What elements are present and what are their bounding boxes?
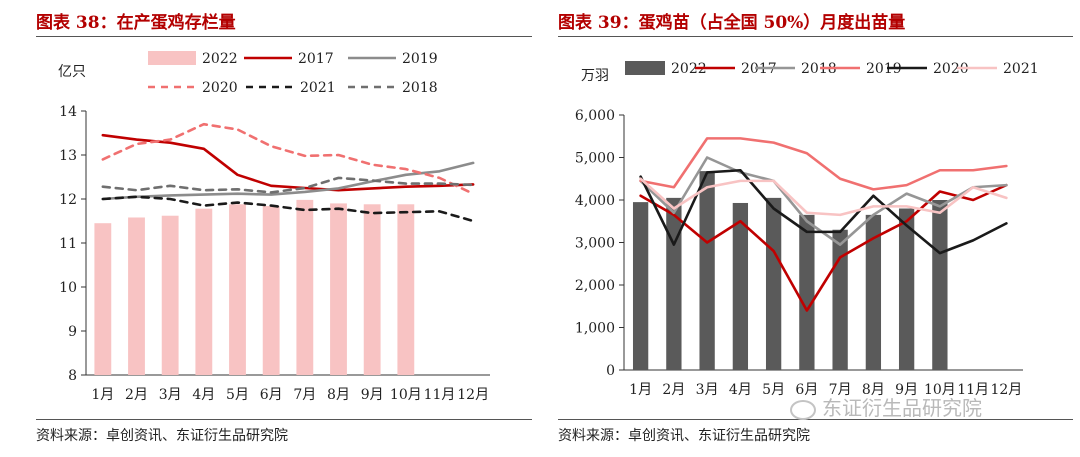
y-tick-label: 13 — [59, 148, 77, 164]
x-tick-label: 4月 — [192, 387, 215, 403]
x-tick-label: 12月 — [990, 382, 1022, 398]
y-tick-label: 0 — [606, 363, 615, 379]
series-line-2019 — [101, 161, 475, 201]
bar-2022 — [363, 204, 381, 375]
watermark: 东证衍生品研究院 — [790, 392, 982, 421]
series-line-2017 — [101, 133, 475, 192]
y-tick-label: 14 — [59, 104, 77, 120]
x-tick-label: 3月 — [159, 387, 182, 403]
series-line-2020 — [101, 122, 475, 196]
bar-2022 — [799, 214, 815, 370]
y-tick-label: 6,000 — [575, 108, 615, 124]
series-line-2021 — [101, 195, 475, 223]
y-tick-label: 9 — [68, 324, 77, 340]
legend-label-2020: 2020 — [202, 80, 238, 96]
x-tick-label: 3月 — [696, 382, 719, 398]
y-tick-label: 2,000 — [575, 278, 615, 294]
x-tick-label: 10月 — [390, 387, 422, 403]
x-tick-label: 6月 — [260, 387, 283, 403]
bar-2022 — [732, 202, 749, 370]
bar-2022 — [666, 197, 682, 370]
legend-label-2018: 2018 — [801, 61, 837, 77]
x-tick-label: 4月 — [729, 382, 752, 398]
y-tick-label: 12 — [59, 192, 77, 208]
x-tick-label: 5月 — [762, 382, 785, 398]
x-tick-label: 12月 — [457, 387, 489, 403]
bar-2022 — [632, 202, 649, 370]
y-tick-label: 4,000 — [575, 193, 615, 209]
y-tick-label: 11 — [59, 236, 77, 252]
bar-2022 — [765, 197, 782, 370]
chart-panel-chicks: 图表 39：蛋鸡苗（占全国 50%）月度出苗量 万羽 0 1,000 2,000 3,0… — [545, 0, 1080, 457]
legend-label-2021: 2021 — [1003, 61, 1039, 77]
y-tick-label: 1,000 — [575, 321, 615, 337]
chick-output-chart: 万羽 0 1,000 2,000 3,000 4,000 5,000 6,000 1月 2月 3月 4… — [575, 61, 1039, 398]
bar-2022 — [898, 208, 915, 370]
bar-2022 — [330, 203, 347, 375]
bar-2022 — [932, 200, 948, 370]
y-tick-label: 3,000 — [575, 236, 615, 252]
wechat-icon — [790, 399, 816, 420]
layer-stock-chart: 亿只 8 9 10 11 12 13 14 1月 2月 3月 4月 5月 6月 7月 8月 9月 10月 11月 12… — [58, 51, 490, 403]
source-note: 资料来源：卓创资讯、东证衍生品研究院 — [558, 428, 810, 444]
x-tick-label: 1月 — [91, 387, 114, 403]
legend-label-2022: 2022 — [671, 61, 707, 77]
legend-swatch-2022 — [148, 51, 196, 65]
legend-label-2019: 2019 — [402, 51, 438, 67]
y-axis-label: 万羽 — [581, 68, 609, 84]
x-tick-label: 9月 — [895, 382, 918, 398]
y-tick-label: 5,000 — [575, 151, 615, 167]
x-tick-label: 2月 — [662, 382, 685, 398]
source-note: 资料来源：卓创资讯、东证衍生品研究院 — [36, 428, 288, 444]
y-tick-label: 10 — [59, 280, 77, 296]
series-line-2021 — [639, 177, 1008, 217]
title-rule — [558, 36, 1073, 37]
legend-label-2018: 2018 — [402, 80, 438, 96]
chart-title: 图表 38：在产蛋鸡存栏量 — [36, 13, 236, 33]
legend-label-2019: 2019 — [866, 61, 902, 77]
x-tick-label: 11月 — [424, 387, 456, 403]
series-line-2018 — [101, 176, 475, 194]
series-line-2017 — [639, 183, 1008, 312]
bar-2022 — [161, 215, 179, 375]
legend-label-2021: 2021 — [300, 80, 336, 96]
source-rule — [558, 419, 1073, 420]
series-line-2020 — [639, 168, 1008, 255]
x-tick-label: 1月 — [629, 382, 652, 398]
chart-panel-layers: 图表 38：在产蛋鸡存栏量 亿只 8 9 10 11 12 13 14 1月 2月 3月 4月 5月 6月… — [36, 13, 532, 444]
title-rule — [36, 36, 532, 37]
bar-2022 — [229, 204, 246, 375]
bar-2022 — [699, 171, 715, 370]
bar-2022 — [832, 229, 848, 370]
x-tick-label: 7月 — [829, 382, 852, 398]
bar-2022 — [262, 206, 280, 375]
x-tick-label: 10月 — [924, 382, 956, 398]
y-axis-label: 亿只 — [58, 64, 86, 80]
source-rule — [36, 419, 532, 420]
x-tick-label: 6月 — [795, 382, 818, 398]
series-line-2019 — [639, 137, 1008, 191]
chart-title: 图表 39：蛋鸡苗（占全国 50%）月度出苗量 — [558, 13, 906, 33]
x-tick-label: 9月 — [361, 387, 384, 403]
y-tick-label: 8 — [68, 368, 77, 384]
bar-2022 — [865, 214, 882, 370]
x-tick-label: 5月 — [226, 387, 249, 403]
watermark-text: 东证衍生品研究院 — [822, 396, 982, 420]
bar-2022 — [195, 208, 213, 375]
x-tick-label: 8月 — [327, 387, 350, 403]
legend-swatch-2022 — [625, 61, 665, 75]
bar-2022 — [296, 199, 314, 375]
x-tick-label: 2月 — [125, 387, 148, 403]
bar-2022 — [128, 217, 145, 375]
legend-label-2022: 2022 — [202, 51, 238, 67]
legend-label-2020: 2020 — [933, 61, 969, 77]
x-tick-label: 8月 — [862, 382, 885, 398]
bar-2022 — [397, 204, 415, 375]
x-tick-label: 7月 — [293, 387, 316, 403]
legend-label-2017: 2017 — [298, 51, 334, 67]
bar-2022 — [94, 223, 112, 375]
x-tick-label: 11月 — [957, 382, 989, 398]
